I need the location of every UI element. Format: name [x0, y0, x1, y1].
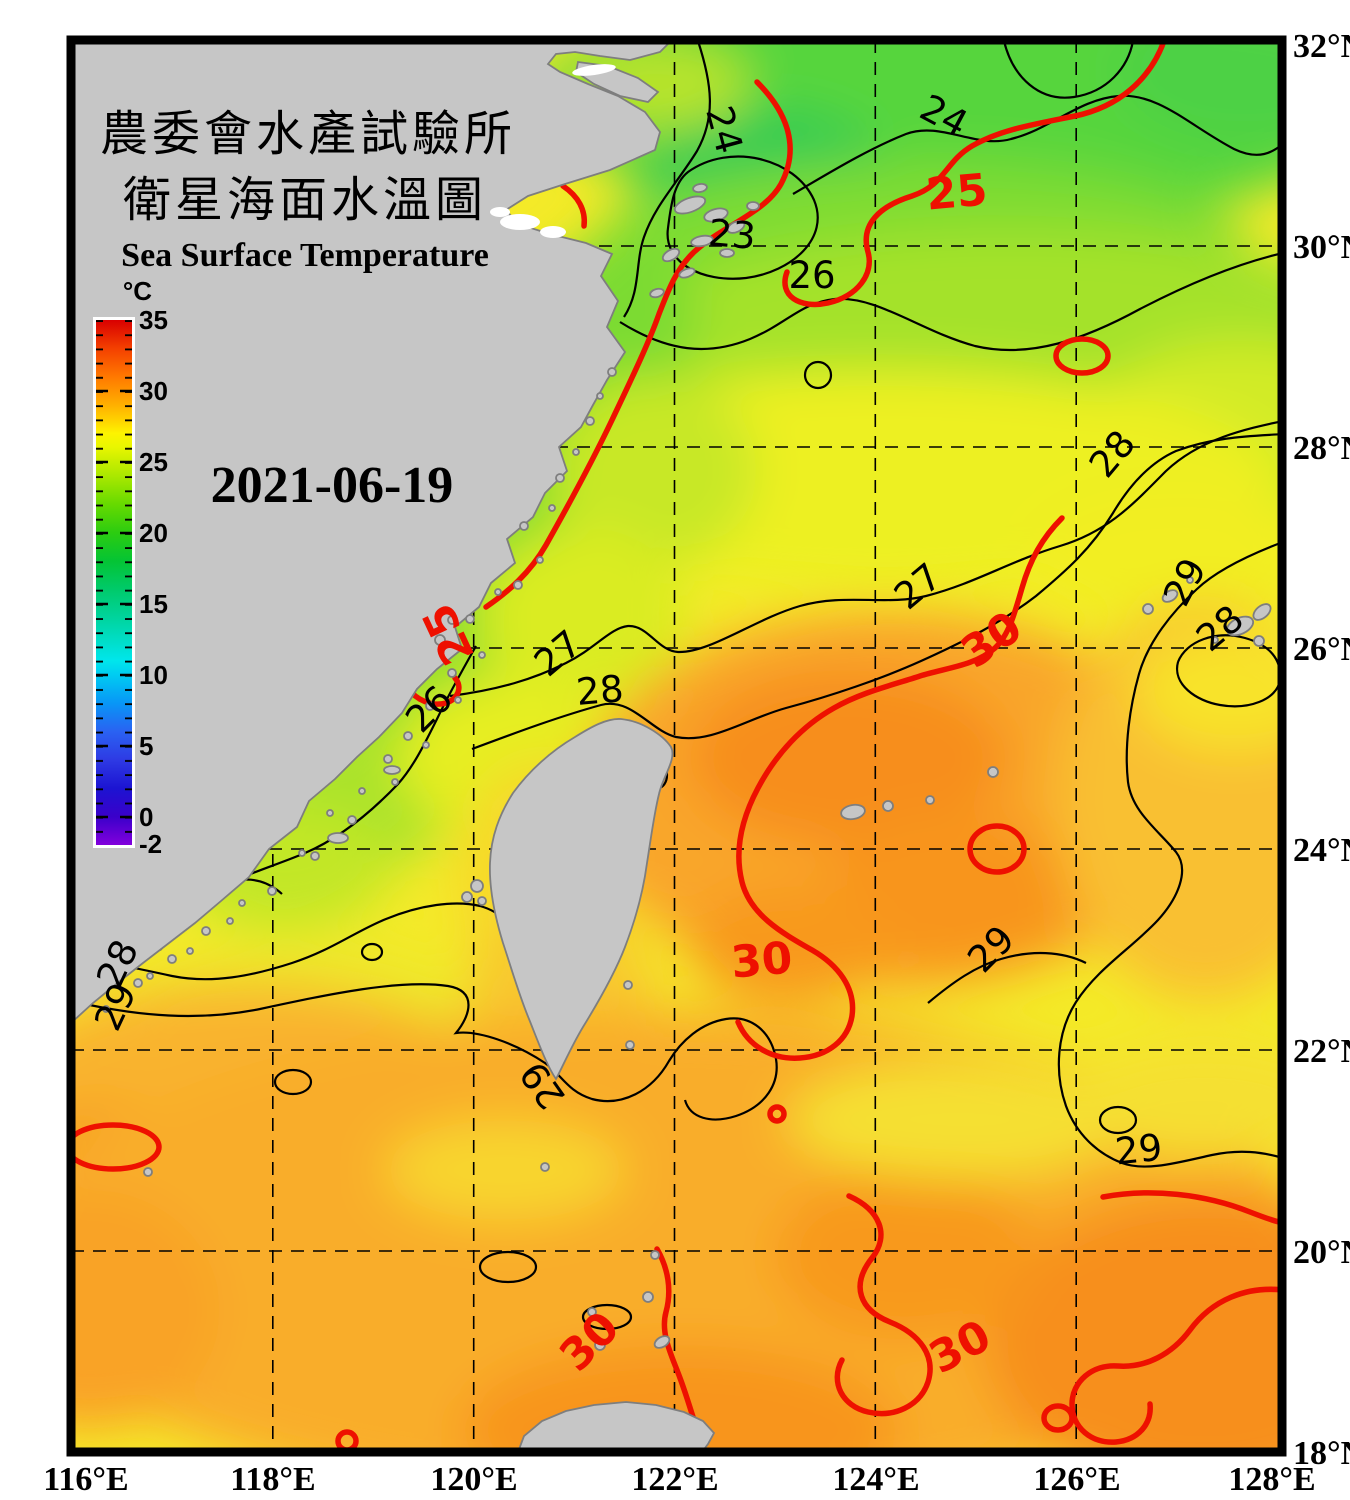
contour-label-red: 30 — [729, 932, 794, 988]
svg-text:-2: -2 — [139, 829, 162, 859]
landmasses — [71, 40, 1272, 1452]
cloud-patches — [490, 64, 616, 238]
longitude-axis: 116°E 118°E 120°E 122°E 124°E 126°E 128°… — [43, 1461, 1315, 1498]
isotherms-black — [71, 40, 1282, 1331]
svg-text:126°E: 126°E — [1033, 1461, 1120, 1498]
latitude-axis: 32°N 30°N 28°N 26°N 24°N 22°N 20°N 18°N — [1293, 28, 1350, 1472]
svg-text:10: 10 — [139, 660, 168, 690]
svg-text:116°E: 116°E — [43, 1461, 128, 1498]
svg-text:120°E: 120°E — [430, 1461, 517, 1498]
contour-label: 26 — [788, 254, 835, 297]
penghu-islands — [461, 879, 487, 906]
svg-text:25: 25 — [139, 447, 168, 477]
isotherms-red — [71, 40, 1282, 1452]
svg-text:122°E: 122°E — [631, 1461, 718, 1498]
colorbar-unit: °C — [123, 276, 152, 306]
svg-text:15: 15 — [139, 589, 168, 619]
luzon-island — [517, 1401, 716, 1452]
svg-text:32°N: 32°N — [1293, 28, 1350, 65]
svg-text:128°E: 128°E — [1228, 1461, 1315, 1498]
svg-text:30: 30 — [139, 376, 168, 406]
svg-text:24°N: 24°N — [1293, 832, 1350, 869]
date-label: 2021-06-19 — [211, 457, 454, 514]
colorbar-major-ticks — [96, 389, 132, 819]
map-frame — [66, 35, 1287, 1457]
title-block: 農委會水產試驗所 衛星海面水溫圖 Sea Surface Temperature… — [100, 108, 516, 514]
svg-text:18°N: 18°N — [1293, 1435, 1350, 1472]
zhoushan-islands — [649, 182, 760, 299]
org-title-zh-line1: 農委會水產試驗所 — [100, 108, 516, 161]
svg-text:118°E: 118°E — [230, 1461, 315, 1498]
contour-label-red: 25 — [924, 164, 989, 220]
svg-text:124°E: 124°E — [832, 1461, 919, 1498]
ryukyu-islands — [1142, 576, 1272, 647]
china-mainland — [71, 40, 674, 1025]
svg-text:28°N: 28°N — [1293, 430, 1350, 467]
contour-label: 23 — [707, 211, 758, 258]
taiwan-island — [489, 718, 674, 1081]
svg-text:22°N: 22°N — [1293, 1033, 1350, 1070]
svg-text:20: 20 — [139, 518, 168, 548]
colorbar: °C 35 30 25 20 15 10 5 0 -2 — [93, 276, 168, 859]
colorbar-minor-ticks — [96, 320, 132, 845]
org-title-zh-line2: 衛星海面水溫圖 — [123, 174, 487, 227]
batanes-islands — [143, 1162, 671, 1351]
colorbar-tick-labels: 35 30 25 20 15 10 5 0 -2 — [139, 305, 168, 859]
contour-label: 28 — [575, 667, 626, 714]
svg-text:20°N: 20°N — [1293, 1234, 1350, 1271]
coastal-islets — [102, 367, 617, 1013]
svg-text:35: 35 — [139, 305, 168, 335]
east-taiwan-islets — [623, 766, 999, 1050]
svg-text:5: 5 — [139, 731, 153, 761]
subtitle-en: Sea Surface Temperature — [121, 237, 489, 274]
svg-text:30°N: 30°N — [1293, 229, 1350, 266]
contour-label: 29 — [1113, 1126, 1164, 1174]
svg-text:26°N: 26°N — [1293, 631, 1350, 668]
svg-text:0: 0 — [139, 802, 153, 832]
